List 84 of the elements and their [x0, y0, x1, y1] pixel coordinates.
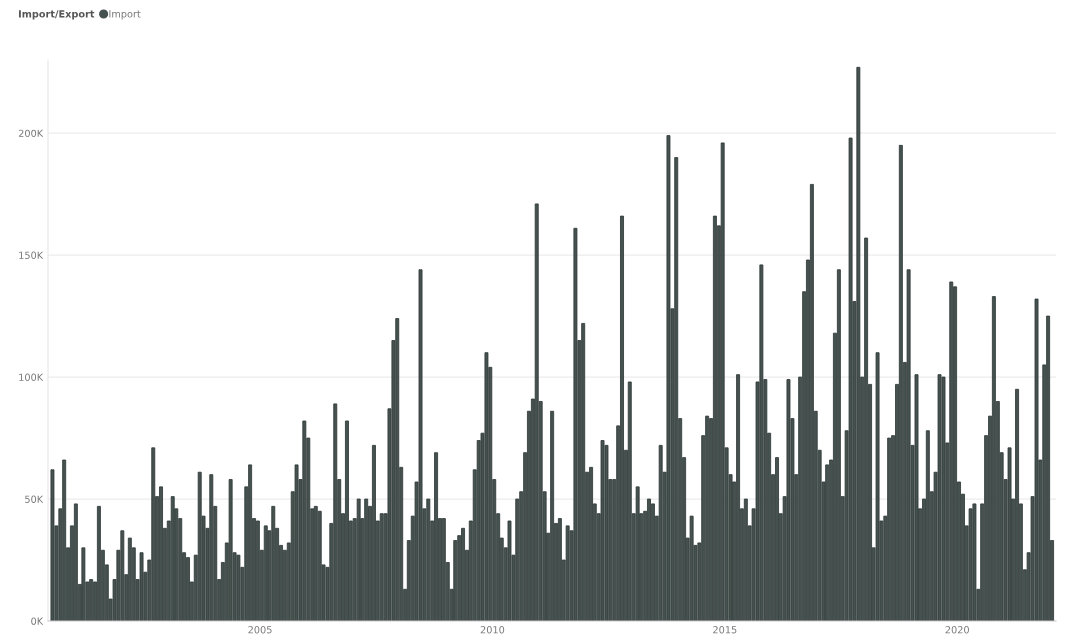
bar [705, 415, 710, 621]
bar [484, 352, 489, 621]
bar [418, 269, 423, 621]
y-tick-label: 50K [25, 495, 44, 503]
bar [62, 459, 67, 621]
y-tick-label: 0K [31, 617, 44, 625]
x-tick-label: 2020 [945, 626, 969, 634]
bar [786, 379, 791, 621]
bar [209, 474, 214, 621]
bar [689, 515, 694, 621]
bar [898, 144, 903, 621]
bar [395, 318, 400, 621]
bar [941, 376, 946, 621]
bar [50, 469, 55, 621]
bar [302, 420, 307, 621]
bar [906, 269, 911, 621]
bar [1046, 315, 1051, 621]
bar [604, 444, 609, 621]
bar [1015, 388, 1019, 621]
bar [89, 579, 94, 621]
bar [972, 503, 977, 621]
bar [949, 281, 954, 621]
bar [848, 137, 853, 621]
bar [228, 479, 233, 621]
bar [836, 269, 841, 621]
bar [875, 352, 880, 621]
bar [565, 525, 570, 621]
bar [1007, 447, 1012, 621]
legend-title: Import/Export [19, 10, 95, 20]
bar [81, 547, 86, 621]
bar [864, 237, 869, 621]
bar [294, 464, 299, 621]
bar [248, 464, 253, 621]
bar [372, 444, 376, 621]
bar [887, 437, 892, 621]
bar [674, 157, 679, 621]
y-tick-label: 200K [18, 129, 44, 138]
bar [925, 430, 930, 621]
bar [271, 505, 276, 621]
x-tick-label: 2015 [713, 626, 737, 634]
bar [96, 505, 101, 621]
bar [775, 457, 779, 621]
x-tick-label: 2010 [480, 626, 505, 634]
bar [856, 66, 861, 621]
bar [159, 486, 163, 621]
bar [151, 447, 156, 621]
bar [666, 135, 671, 621]
y-tick-label: 150K [19, 251, 44, 259]
bar [73, 503, 78, 621]
x-tick-label: 2005 [248, 626, 272, 634]
bar [313, 505, 318, 621]
bar [345, 420, 349, 621]
legend-label: Import [109, 10, 141, 20]
bar [600, 440, 605, 621]
bar [364, 498, 369, 621]
bar [356, 498, 361, 621]
bar [127, 537, 132, 621]
bar [809, 183, 814, 621]
bar [635, 486, 640, 621]
bar [333, 403, 338, 621]
bar [712, 215, 717, 621]
bar [581, 323, 586, 621]
bar [426, 498, 431, 621]
bar [991, 296, 996, 621]
bar [573, 227, 578, 621]
bar [550, 410, 555, 621]
bar [759, 264, 764, 621]
bar [507, 520, 512, 621]
bar [236, 554, 241, 621]
bar [434, 452, 438, 621]
bar [720, 142, 725, 621]
bar [120, 530, 125, 621]
bar [139, 552, 144, 621]
bar [589, 466, 594, 621]
bar [1034, 298, 1039, 621]
bar [914, 374, 919, 621]
bar [557, 518, 562, 621]
bar [255, 520, 260, 621]
bar [736, 374, 741, 621]
bar [441, 518, 446, 621]
bar [627, 381, 632, 621]
bar [937, 374, 942, 621]
bar [620, 215, 624, 621]
y-tick-label: 100K [19, 373, 44, 381]
